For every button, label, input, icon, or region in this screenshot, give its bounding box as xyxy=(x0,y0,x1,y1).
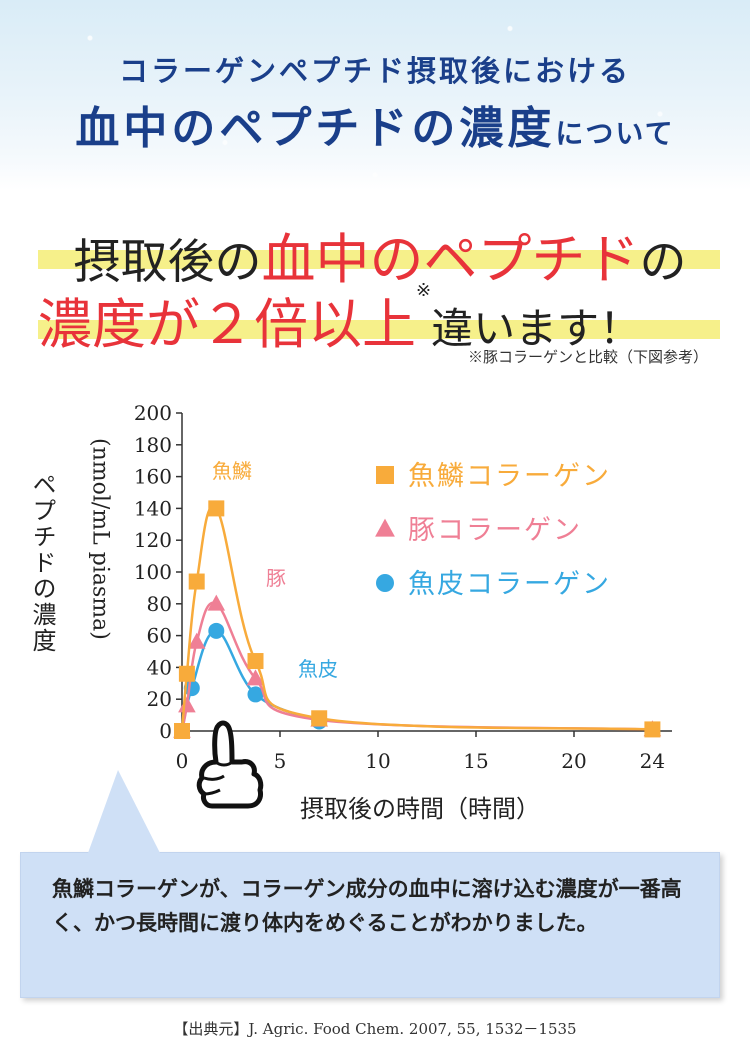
legend-label: 豚コラーゲン xyxy=(408,515,582,546)
data-point xyxy=(178,665,195,682)
chart-series xyxy=(173,500,662,739)
data-point xyxy=(247,686,264,703)
y-tick-label: 120 xyxy=(134,528,172,552)
legend-label: 魚皮コラーゲン xyxy=(408,569,611,600)
header-title-main: 血中のペプチドの濃度 xyxy=(75,103,556,154)
x-axis-label: 摂取後の時間（時間） xyxy=(300,795,540,823)
y-tick-label: 200 xyxy=(134,401,172,425)
highlight-marker-1 xyxy=(38,250,720,269)
header-subtitle: コラーゲンペプチド摂取後における xyxy=(118,54,631,88)
y-tick-label: 40 xyxy=(147,655,172,679)
x-tick-label: 15 xyxy=(463,749,488,773)
data-point xyxy=(178,696,196,713)
legend-item: 魚皮コラーゲン xyxy=(376,569,611,600)
y-tick-label: 100 xyxy=(134,560,172,584)
concentration-chart: 0 20 40 60 80 100 120 140 160 180 200 0 5 10 15 20 24 魚… xyxy=(28,401,672,823)
callout-bubble xyxy=(20,852,720,998)
data-point xyxy=(187,632,206,649)
headline-asterisk: ※ xyxy=(416,280,432,301)
legend-marker xyxy=(375,518,395,537)
y-tick-label: 20 xyxy=(147,687,172,711)
headline-emphasis: 血中のペプチド xyxy=(261,228,640,291)
legend-item: 豚コラーゲン xyxy=(375,515,582,546)
y-tick-label: 80 xyxy=(147,592,172,616)
data-point xyxy=(188,573,205,590)
x-tick-label: 5 xyxy=(274,749,287,773)
y-tick-label: 180 xyxy=(134,433,172,457)
headline-text: 摂取後の xyxy=(73,235,262,290)
headline-text: 違います！ xyxy=(431,304,642,353)
data-point xyxy=(208,500,225,517)
legend-marker xyxy=(376,466,394,484)
y-axis-label: ペプチドの濃度 (nmol/mL piasma) xyxy=(28,438,113,654)
y-axis-label-jp: ペプチドの濃度 xyxy=(28,472,56,654)
header-banner: コラーゲンペプチド摂取後における 血中のペプチドの濃度について xyxy=(0,0,750,190)
y-tick-label: 60 xyxy=(147,624,172,648)
data-point xyxy=(246,669,265,686)
headline-line-1: 摂取後の血中のペプチドの xyxy=(40,215,720,294)
x-tick-label: 24 xyxy=(640,749,665,773)
y-tick-label: 140 xyxy=(134,496,172,520)
footnote: ※豚コラーゲンと比較（下図参考） xyxy=(467,348,708,366)
y-tick-label: 160 xyxy=(134,465,172,489)
x-tick-labels: 0 5 10 15 20 24 xyxy=(176,749,665,773)
data-point xyxy=(208,622,225,639)
callout-text: 魚鱗コラーゲンが、コラーゲン成分の血中に溶け込む濃度が一番高く、かつ長時間に渡り… xyxy=(52,877,682,935)
series-inline-label: 魚鱗 xyxy=(212,459,252,483)
data-point xyxy=(174,723,190,739)
data-point xyxy=(247,653,264,670)
series-triangle xyxy=(173,594,662,738)
header-title-suffix: について xyxy=(555,117,675,150)
header-title: 血中のペプチドの濃度について xyxy=(0,92,750,156)
series-inline-label: 魚皮 xyxy=(298,657,338,681)
headline-line-2: 濃度が２倍以上※ 違います！ xyxy=(38,280,718,359)
highlight-marker-2 xyxy=(38,320,720,339)
pointing-hand-icon xyxy=(196,720,264,809)
x-tick-label: 10 xyxy=(365,749,390,773)
source-citation: 【出典元】J. Agric. Food Chem. 2007, 55, 1532… xyxy=(173,1020,577,1038)
x-tick-label: 20 xyxy=(561,749,586,773)
data-point xyxy=(207,594,226,611)
data-point xyxy=(644,721,661,738)
y-tick-labels: 0 20 40 60 80 100 120 140 160 180 200 xyxy=(134,401,172,743)
legend-item: 魚鱗コラーゲン xyxy=(376,461,611,492)
legend-label: 魚鱗コラーゲン xyxy=(408,461,611,492)
series-inline-label: 豚 xyxy=(266,566,286,590)
headline-text: の xyxy=(639,235,687,290)
data-point xyxy=(311,710,328,727)
y-axis-label-unit: (nmol/mL piasma) xyxy=(88,438,113,640)
series-line xyxy=(180,504,653,732)
y-tick-label: 0 xyxy=(159,719,172,743)
x-tick-label: 0 xyxy=(176,749,189,773)
series-square xyxy=(174,500,661,739)
legend-marker xyxy=(376,574,394,592)
headline-emphasis: 濃度が２倍以上 xyxy=(38,293,416,356)
